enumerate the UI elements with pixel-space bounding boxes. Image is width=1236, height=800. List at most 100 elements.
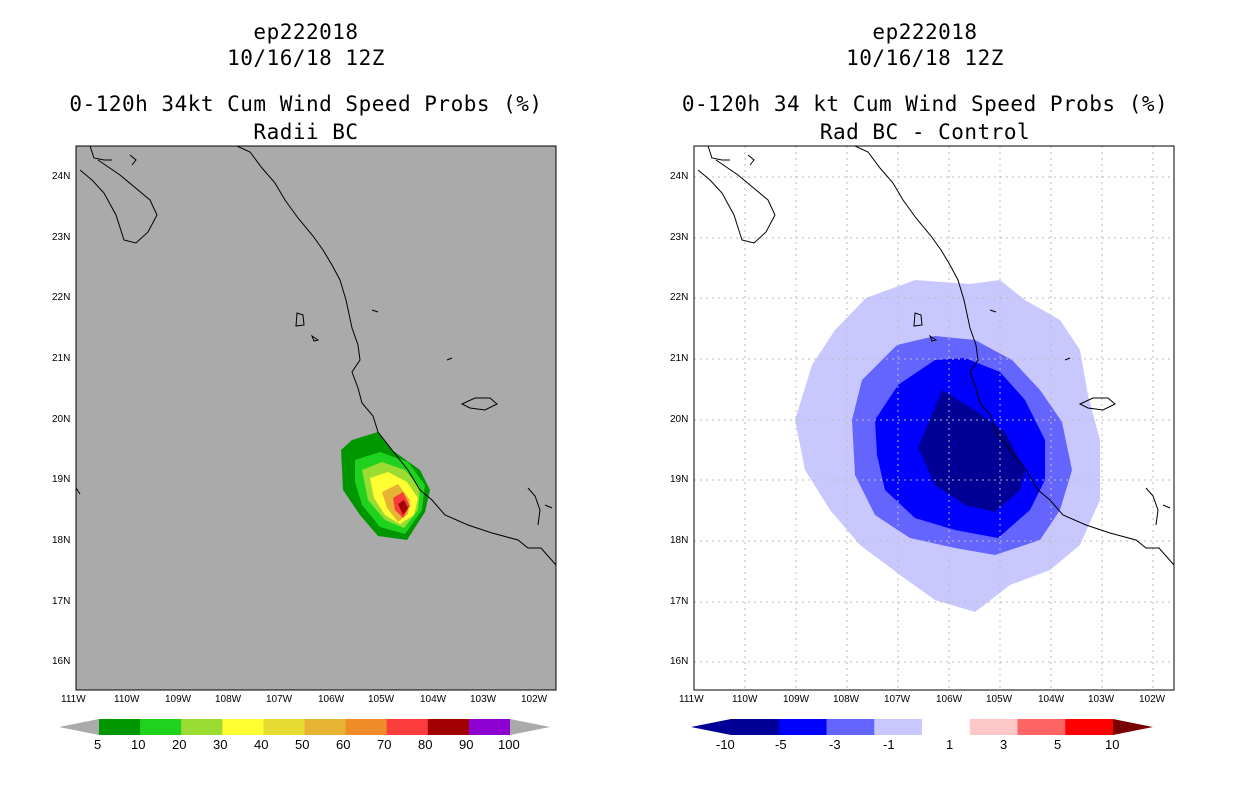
left-colorbar-label: 80 bbox=[418, 737, 433, 752]
left-lon-label: 102W bbox=[521, 694, 548, 705]
left-colorbar-swatch bbox=[99, 719, 141, 735]
right-colorbar-swatch bbox=[922, 719, 971, 735]
left-lat-label: 16N bbox=[52, 656, 71, 667]
left-title-product: 0-120h 34kt Cum Wind Speed Probs (%) bbox=[69, 92, 543, 116]
left-colorbar-label: 40 bbox=[254, 737, 269, 752]
left-colorbar-swatch bbox=[386, 719, 429, 735]
left-lon-label: 111W bbox=[61, 694, 86, 705]
left-lon-label: 103W bbox=[470, 694, 497, 705]
left-lat-label: 24N bbox=[52, 171, 71, 182]
right-colorbar-label: 1 bbox=[946, 737, 954, 752]
left-colorbar-swatch bbox=[427, 719, 470, 735]
right-map bbox=[693, 145, 1175, 691]
left-lon-label: 105W bbox=[368, 694, 395, 705]
left-colorbar-label: 50 bbox=[295, 737, 310, 752]
left-colorbar-swatch bbox=[345, 719, 388, 735]
left-colorbar-swatch bbox=[140, 719, 182, 735]
right-colorbar-swatch bbox=[969, 719, 1018, 735]
left-lon-label: 108W bbox=[215, 694, 242, 705]
right-colorbar-label: 3 bbox=[1000, 737, 1008, 752]
left-colorbar-label: 5 bbox=[94, 737, 102, 752]
right-lat-label: 19N bbox=[670, 474, 689, 485]
right-lon-label: 110W bbox=[732, 694, 758, 705]
right-colorbar-arrow-left bbox=[691, 719, 731, 735]
left-colorbar-swatch bbox=[181, 719, 223, 735]
left-colorbar bbox=[59, 719, 550, 735]
right-colorbar-swatch bbox=[1065, 719, 1114, 735]
right-colorbar-label: -10 bbox=[716, 737, 735, 752]
right-title-subtitle: Rad BC - Control bbox=[819, 120, 1031, 144]
left-lat-label: 21N bbox=[52, 353, 71, 364]
right-colorbar bbox=[691, 719, 1153, 735]
left-colorbar-label: 60 bbox=[336, 737, 351, 752]
left-colorbar-swatch bbox=[222, 719, 264, 735]
right-colorbar-swatch bbox=[874, 719, 923, 735]
right-lat-label: 23N bbox=[670, 232, 689, 243]
left-title-subtitle: Radii BC bbox=[253, 120, 359, 144]
right-lon-label: 108W bbox=[833, 694, 860, 705]
right-colorbar-label: -5 bbox=[775, 737, 787, 752]
left-colorbar-label: 100 bbox=[498, 737, 520, 752]
right-lon-label: 102W bbox=[1139, 694, 1166, 705]
left-lat-label: 19N bbox=[52, 474, 71, 485]
right-lat-label: 20N bbox=[670, 414, 689, 425]
contour-minus-10 bbox=[918, 390, 1025, 512]
right-colorbar-swatch bbox=[826, 719, 875, 735]
right-grid bbox=[694, 146, 1174, 690]
left-colorbar-swatch bbox=[304, 719, 347, 735]
right-lon-label: 106W bbox=[936, 694, 963, 705]
left-lat-label: 20N bbox=[52, 414, 71, 425]
right-title-product: 0-120h 34 kt Cum Wind Speed Probs (%) bbox=[681, 92, 1169, 116]
right-lat-label: 16N bbox=[670, 656, 689, 667]
left-lat-label: 17N bbox=[52, 596, 71, 607]
right-title-date: 10/16/18 12Z bbox=[846, 46, 1004, 70]
left-title-storm: ep222018 bbox=[253, 20, 359, 44]
right-colorbar-swatch bbox=[778, 719, 827, 735]
right-colorbar-label: -3 bbox=[829, 737, 841, 752]
right-lon-label: 111W bbox=[679, 694, 704, 705]
left-colorbar-arrow-right bbox=[510, 719, 550, 735]
right-map-frame bbox=[693, 145, 1175, 691]
right-colorbar-arrow-right bbox=[1113, 719, 1153, 735]
left-lon-label: 106W bbox=[318, 694, 345, 705]
left-lat-label: 18N bbox=[52, 535, 71, 546]
left-lon-label: 109W bbox=[165, 694, 192, 705]
left-colorbar-swatch bbox=[263, 719, 305, 735]
left-colorbar-label: 70 bbox=[377, 737, 392, 752]
right-colorbar-label: -1 bbox=[883, 737, 895, 752]
left-map-background bbox=[76, 146, 556, 690]
left-colorbar-swatch bbox=[468, 719, 511, 735]
right-lat-label: 22N bbox=[670, 292, 689, 303]
right-lon-label: 103W bbox=[1088, 694, 1115, 705]
contour-80 bbox=[398, 500, 408, 515]
left-lon-label: 107W bbox=[266, 694, 293, 705]
right-lat-label: 18N bbox=[670, 535, 689, 546]
right-coastline bbox=[697, 146, 1174, 566]
right-lon-label: 109W bbox=[783, 694, 810, 705]
right-colorbar-swatch bbox=[731, 719, 780, 735]
left-lon-label: 110W bbox=[114, 694, 140, 705]
right-lat-label: 17N bbox=[670, 596, 689, 607]
left-colorbar-arrow-left bbox=[59, 719, 99, 735]
left-map bbox=[75, 145, 557, 691]
right-lat-label: 21N bbox=[670, 353, 689, 364]
left-probability-contours bbox=[341, 432, 430, 540]
left-colorbar-label: 30 bbox=[213, 737, 228, 752]
right-lat-label: 24N bbox=[670, 171, 689, 182]
right-colorbar-label: 10 bbox=[1105, 737, 1120, 752]
left-title-date: 10/16/18 12Z bbox=[227, 46, 385, 70]
left-colorbar-label: 10 bbox=[131, 737, 146, 752]
right-lon-label: 107W bbox=[884, 694, 911, 705]
left-colorbar-label: 20 bbox=[172, 737, 187, 752]
left-lat-label: 23N bbox=[52, 232, 71, 243]
right-lon-label: 105W bbox=[986, 694, 1013, 705]
left-colorbar-label: 90 bbox=[459, 737, 474, 752]
right-colorbar-label: 5 bbox=[1054, 737, 1062, 752]
right-lon-label: 104W bbox=[1038, 694, 1065, 705]
right-colorbar-swatch bbox=[1017, 719, 1066, 735]
left-coastline bbox=[76, 146, 556, 566]
left-lon-label: 104W bbox=[420, 694, 447, 705]
left-lat-label: 22N bbox=[52, 292, 71, 303]
right-title-storm: ep222018 bbox=[872, 20, 978, 44]
